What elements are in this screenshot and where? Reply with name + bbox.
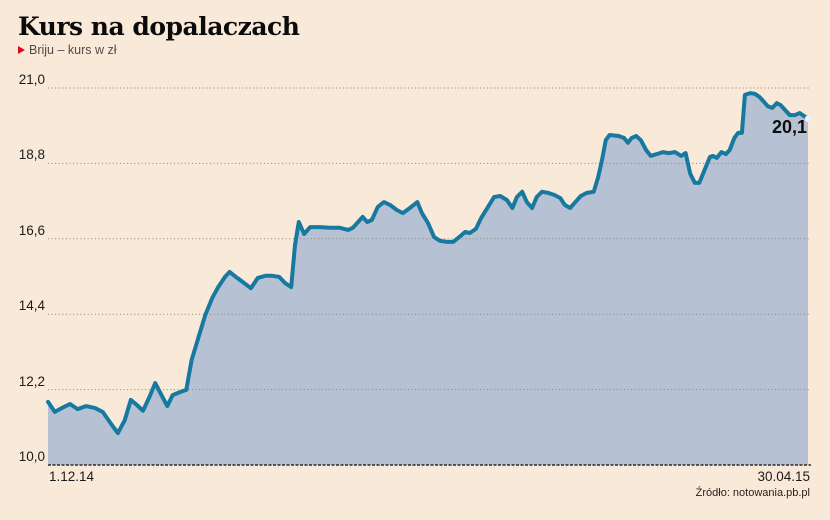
y-axis-tick-12-2: 12,2 <box>18 373 45 389</box>
y-axis-tick-16-6: 16,6 <box>18 222 45 238</box>
price-line <box>46 91 810 436</box>
y-axis-tick-18-8: 18,8 <box>18 147 45 163</box>
x-axis-tick-end: 30.04.15 <box>757 469 810 484</box>
area-fill <box>48 93 808 465</box>
last-value-label: 20,1 <box>771 117 807 137</box>
y-axis-tick-10: 10,0 <box>18 449 45 464</box>
chart-subtitle: Briju – kurs w zł <box>18 43 117 57</box>
page-title: Kurs na dopalaczach <box>18 12 300 41</box>
source-note: Źródło: notowania.pb.pl <box>695 487 810 499</box>
series-label: Briju – kurs w zł <box>29 43 117 57</box>
endpoint-dot <box>804 115 812 123</box>
y-axis-tick-21: 21,0 <box>18 72 45 87</box>
y-axis-tick-14-4: 14,4 <box>18 298 45 314</box>
series-marker-icon <box>18 46 25 54</box>
x-axis-tick-start: 1.12.14 <box>49 469 95 484</box>
